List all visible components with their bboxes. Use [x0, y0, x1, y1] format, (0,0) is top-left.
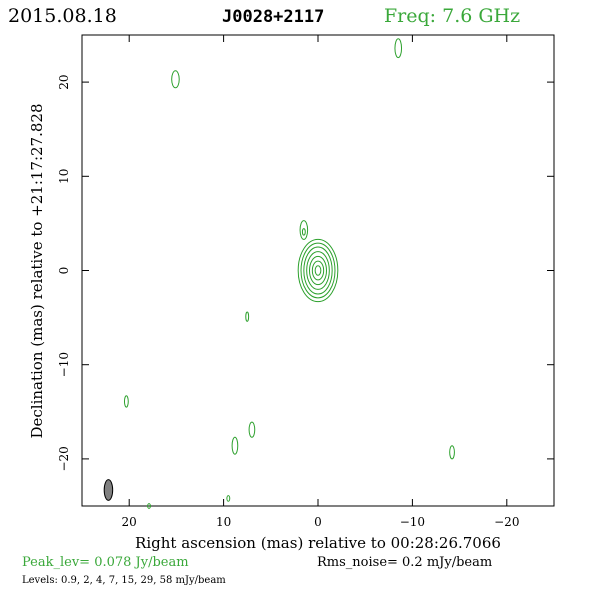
x-tick-label: 20 [122, 515, 137, 529]
y-tick-label: 20 [57, 74, 71, 89]
x-tick-label: −20 [494, 515, 519, 529]
noise-contour [394, 38, 403, 59]
y-tick-label: 10 [57, 169, 71, 184]
y-axis-label: Declination (mas) relative to +21:17:27.… [28, 103, 46, 438]
frequency-label: Freq: 7.6 GHz [384, 5, 520, 27]
peak-level: Peak_lev= 0.078 Jy/beam [22, 555, 189, 570]
core-contour [311, 260, 325, 281]
noise-contour [171, 70, 180, 89]
contour-lines [103, 38, 455, 509]
x-tick-label: 10 [216, 515, 231, 529]
axis-ticks: 20 10 0 −10 −20 −20 −10 0 10 20 [57, 35, 554, 529]
contour-levels: Levels: 0.9, 2, 4, 7, 15, 29, 58 mJy/bea… [22, 575, 226, 586]
jet-component-inner-contour [301, 228, 306, 236]
rms-noise: Rms_noise= 0.2 mJy/beam [317, 555, 492, 570]
noise-contour [449, 445, 455, 460]
x-tick-label: −10 [400, 515, 425, 529]
beam-ellipse [103, 479, 114, 501]
y-tick-label: −10 [57, 352, 71, 377]
source-name: J0028+2117 [222, 7, 324, 27]
y-tick-label: 0 [57, 267, 71, 275]
noise-contour [123, 395, 129, 408]
noise-contour [226, 495, 231, 502]
core-contour [303, 246, 333, 295]
jet-component-contour [299, 220, 309, 240]
core-contour [306, 251, 330, 290]
noise-contour [147, 503, 151, 509]
date-label: 2015.08.18 [8, 5, 117, 27]
core-contour [300, 242, 336, 299]
noise-contour [248, 421, 256, 438]
noise-contour [245, 311, 250, 322]
plot-frame [81, 34, 555, 507]
x-axis-label: Right ascension (mas) relative to 00:28:… [135, 534, 501, 552]
core-contour [297, 238, 339, 303]
core-contour [309, 255, 327, 286]
x-tick-label: 0 [314, 515, 322, 529]
noise-contour [231, 436, 239, 455]
y-tick-label: −20 [57, 446, 71, 471]
core-contour [314, 265, 322, 276]
